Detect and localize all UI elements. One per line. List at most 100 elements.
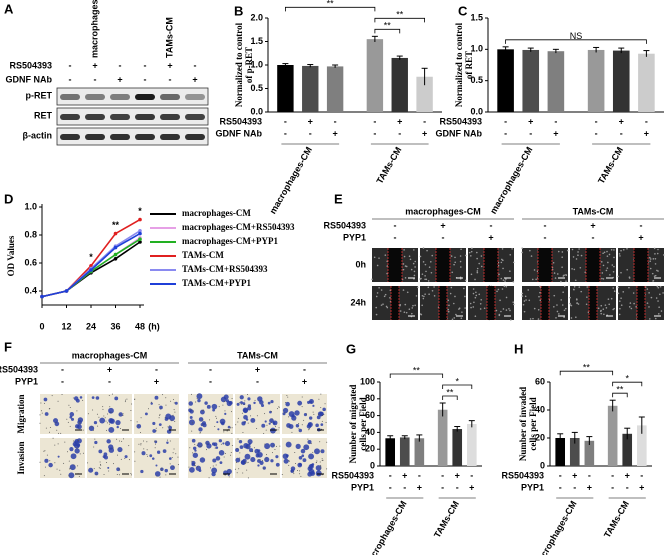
cell (422, 261, 425, 263)
cell (124, 455, 128, 459)
blot-row-label: β-actin (23, 130, 53, 140)
cell (569, 302, 571, 305)
data-point (64, 289, 69, 293)
x-tick-label: 0 (39, 321, 44, 331)
pore (244, 400, 246, 402)
pore (244, 461, 246, 463)
pore (140, 443, 142, 445)
pore (293, 473, 295, 475)
pore (117, 454, 119, 456)
condition-sign: - (394, 220, 397, 230)
cell (620, 249, 622, 252)
condition-sign: - (423, 116, 426, 126)
pore (230, 427, 232, 429)
bar (437, 409, 448, 466)
pore (154, 440, 156, 442)
blot-band (85, 114, 105, 120)
cell (408, 308, 411, 311)
cell (44, 458, 49, 463)
pore (159, 415, 161, 417)
blot-band (185, 114, 205, 120)
pore (139, 432, 141, 434)
group-label: macrophages-CM (89, 0, 99, 58)
cell (262, 466, 266, 470)
data-point (138, 229, 142, 233)
cell (44, 412, 49, 416)
pore (116, 438, 118, 440)
cell (479, 302, 482, 305)
data-point (40, 294, 44, 299)
cell (500, 310, 502, 313)
pore (76, 447, 78, 449)
cell (380, 289, 383, 291)
y-tick-label: 0 (370, 460, 375, 470)
condition-sign: + (587, 482, 592, 492)
cell (261, 423, 266, 428)
condition-sign: - (456, 482, 459, 492)
pore (130, 474, 132, 476)
x-tick-label: 48 (135, 321, 145, 331)
blot-band (110, 114, 130, 120)
condition-sign: - (389, 470, 392, 480)
pore (301, 424, 303, 426)
condition-sign: - (61, 364, 64, 374)
bar (638, 53, 655, 112)
condition-sign: - (645, 116, 648, 126)
cell (154, 395, 159, 400)
pore (244, 404, 246, 406)
condition-label: RS504393 (9, 60, 52, 70)
cell (174, 401, 178, 405)
significance-label: ** (384, 21, 392, 31)
cell (53, 418, 59, 424)
cell (308, 453, 315, 460)
pore (57, 400, 59, 402)
scratch-gap (436, 248, 450, 282)
condition-sign: + (625, 470, 630, 480)
cell (264, 456, 270, 463)
pore (155, 443, 157, 445)
cell (649, 258, 652, 260)
pore (109, 406, 111, 408)
pore (110, 412, 112, 414)
cell (602, 278, 605, 280)
cell (425, 278, 428, 281)
pore (156, 475, 158, 477)
pore (161, 469, 163, 471)
cell (431, 289, 434, 292)
blot-band (135, 114, 155, 120)
pore (320, 450, 322, 452)
significance-bracket (374, 17, 425, 23)
pore (196, 466, 198, 468)
cell (577, 251, 579, 253)
cell (574, 279, 577, 282)
pore (108, 423, 110, 425)
cell (290, 469, 293, 473)
y-tick-label: 0.6 (24, 257, 37, 267)
condition-sign: - (595, 128, 598, 138)
condition-sign: + (308, 116, 313, 126)
cell (168, 457, 172, 460)
cell (412, 262, 415, 265)
cell (447, 308, 450, 311)
pore (93, 446, 95, 448)
y-tick-label: 0 (540, 460, 545, 470)
pore (271, 418, 273, 420)
condition-sign: - (119, 60, 122, 70)
pore (54, 462, 56, 464)
pore (259, 458, 261, 460)
y-axis-label: Normalized to control (454, 22, 464, 107)
cell (502, 267, 504, 270)
condition-sign: - (441, 470, 444, 480)
significance-label: ** (327, 0, 335, 9)
pore (297, 470, 299, 472)
condition-sign: + (638, 232, 643, 242)
cell (375, 295, 378, 298)
cell (619, 307, 621, 310)
pore (275, 445, 277, 447)
cell (211, 442, 216, 446)
cell (533, 269, 536, 271)
pore (173, 466, 175, 468)
cell (211, 467, 218, 474)
cell (608, 253, 611, 256)
cell (654, 253, 656, 255)
